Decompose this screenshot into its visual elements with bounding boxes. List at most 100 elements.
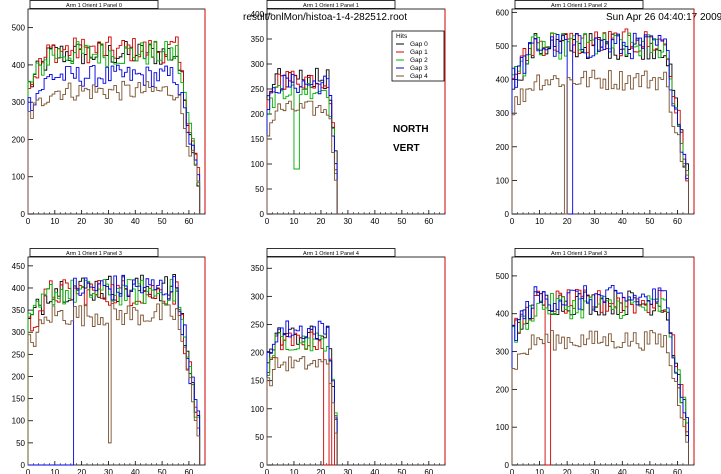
y-tick-label: 200 xyxy=(496,385,510,394)
y-tick-label: 250 xyxy=(251,85,265,94)
panel-title: Arm 1 Orient 1 Panel 3 xyxy=(66,251,122,257)
y-tick-label: 50 xyxy=(255,433,264,442)
y-tick-label: 0 xyxy=(21,461,26,470)
panel-title: Arm 1 Orient 1 Panel 3 xyxy=(551,251,607,257)
series-2-line xyxy=(511,293,689,465)
x-tick-label: 0 xyxy=(265,217,270,226)
series-1-line xyxy=(511,28,689,214)
overlay-vert: VERT xyxy=(393,143,420,154)
series-0-line xyxy=(511,33,689,214)
series-3-line xyxy=(27,64,201,214)
panel-title-box xyxy=(29,0,159,9)
legend-title: Hits xyxy=(396,33,408,40)
series-1-line xyxy=(27,36,201,214)
series-4-line xyxy=(266,356,338,465)
y-tick-label: 300 xyxy=(12,328,26,337)
x-tick-label: 30 xyxy=(104,468,113,474)
header-datetime: Sun Apr 26 04:40:17 2009 xyxy=(606,12,721,23)
series-4-line xyxy=(511,330,689,465)
legend-entry: Gap 4 xyxy=(410,73,428,80)
x-tick-label: 20 xyxy=(316,217,325,226)
panel-title: Arm 1 Orient 1 Panel 0 xyxy=(66,3,122,9)
y-tick-label: 300 xyxy=(251,292,265,301)
panel-title: Arm 1 Orient 1 Panel 2 xyxy=(551,3,607,9)
legend-entry: Gap 0 xyxy=(410,41,428,48)
x-tick-label: 30 xyxy=(590,217,599,226)
x-tick-label: 40 xyxy=(131,217,140,226)
x-tick-label: 20 xyxy=(563,217,572,226)
y-tick-label: 0 xyxy=(260,210,265,219)
x-tick-label: 10 xyxy=(290,217,299,226)
x-tick-label: 30 xyxy=(590,468,599,474)
y-tick-label: 100 xyxy=(251,405,265,414)
legend-entry: Gap 3 xyxy=(410,65,428,72)
x-tick-label: 40 xyxy=(131,468,140,474)
panel-title-box xyxy=(514,0,644,9)
x-tick-label: 50 xyxy=(397,217,406,226)
y-tick-label: 450 xyxy=(12,262,26,271)
series-3-line xyxy=(28,274,201,466)
x-tick-label: 40 xyxy=(618,217,627,226)
y-tick-label: 100 xyxy=(12,173,26,182)
panel-title-box xyxy=(266,248,396,257)
y-tick-label: 500 xyxy=(496,42,510,51)
x-tick-label: 10 xyxy=(535,468,544,474)
x-tick-label: 40 xyxy=(618,468,627,474)
panel-title-box xyxy=(266,0,396,9)
series-3-line xyxy=(266,320,338,465)
x-tick-label: 0 xyxy=(510,468,515,474)
panel-title-box xyxy=(29,248,159,257)
legend-entry: Gap 1 xyxy=(410,49,428,56)
y-tick-label: 0 xyxy=(21,210,26,219)
y-tick-label: 150 xyxy=(251,135,265,144)
y-tick-label: 150 xyxy=(12,395,26,404)
x-tick-label: 0 xyxy=(510,217,515,226)
y-tick-label: 300 xyxy=(496,348,510,357)
x-tick-label: 50 xyxy=(645,217,654,226)
y-tick-label: 50 xyxy=(255,185,264,194)
series-2-line xyxy=(266,83,338,214)
x-tick-label: 50 xyxy=(397,468,406,474)
x-tick-label: 10 xyxy=(50,217,59,226)
x-tick-label: 40 xyxy=(370,468,379,474)
y-tick-label: 250 xyxy=(12,350,26,359)
series-4-line xyxy=(511,69,689,215)
panel-title: Arm 1 Orient 1 Panel 4 xyxy=(303,251,359,257)
series-3-line xyxy=(266,73,338,214)
plot-frame xyxy=(511,256,695,466)
x-tick-label: 10 xyxy=(535,217,544,226)
series-1-line xyxy=(266,331,338,466)
x-tick-label: 60 xyxy=(424,217,433,226)
series-4-line xyxy=(266,100,338,214)
x-tick-label: 0 xyxy=(265,468,270,474)
y-tick-label: 400 xyxy=(251,10,265,19)
x-tick-label: 0 xyxy=(26,468,31,474)
y-tick-label: 0 xyxy=(505,210,510,219)
x-tick-label: 60 xyxy=(424,468,433,474)
y-tick-label: 300 xyxy=(12,98,26,107)
y-tick-label: 150 xyxy=(251,377,265,386)
x-tick-label: 60 xyxy=(673,217,682,226)
y-tick-label: 300 xyxy=(251,60,265,69)
header-filename: result/onlMon/histoa-1-4-282512.root xyxy=(243,12,407,23)
y-tick-label: 400 xyxy=(496,310,510,319)
y-tick-label: 50 xyxy=(16,439,25,448)
x-tick-label: 30 xyxy=(104,217,113,226)
y-tick-label: 600 xyxy=(496,8,510,17)
x-tick-label: 60 xyxy=(673,468,682,474)
x-tick-label: 50 xyxy=(158,468,167,474)
x-tick-label: 20 xyxy=(77,217,86,226)
y-tick-label: 200 xyxy=(251,110,265,119)
x-tick-label: 50 xyxy=(645,468,654,474)
legend-box xyxy=(391,30,445,82)
y-tick-label: 350 xyxy=(251,35,265,44)
y-tick-label: 200 xyxy=(496,143,510,152)
x-tick-label: 40 xyxy=(370,217,379,226)
panel-title: Arm 1 Orient 1 Panel 1 xyxy=(303,3,359,9)
x-tick-label: 10 xyxy=(50,468,59,474)
legend-entry: Gap 2 xyxy=(410,57,428,64)
x-tick-label: 60 xyxy=(184,217,193,226)
series-3-line xyxy=(511,32,689,215)
x-tick-label: 30 xyxy=(343,468,352,474)
